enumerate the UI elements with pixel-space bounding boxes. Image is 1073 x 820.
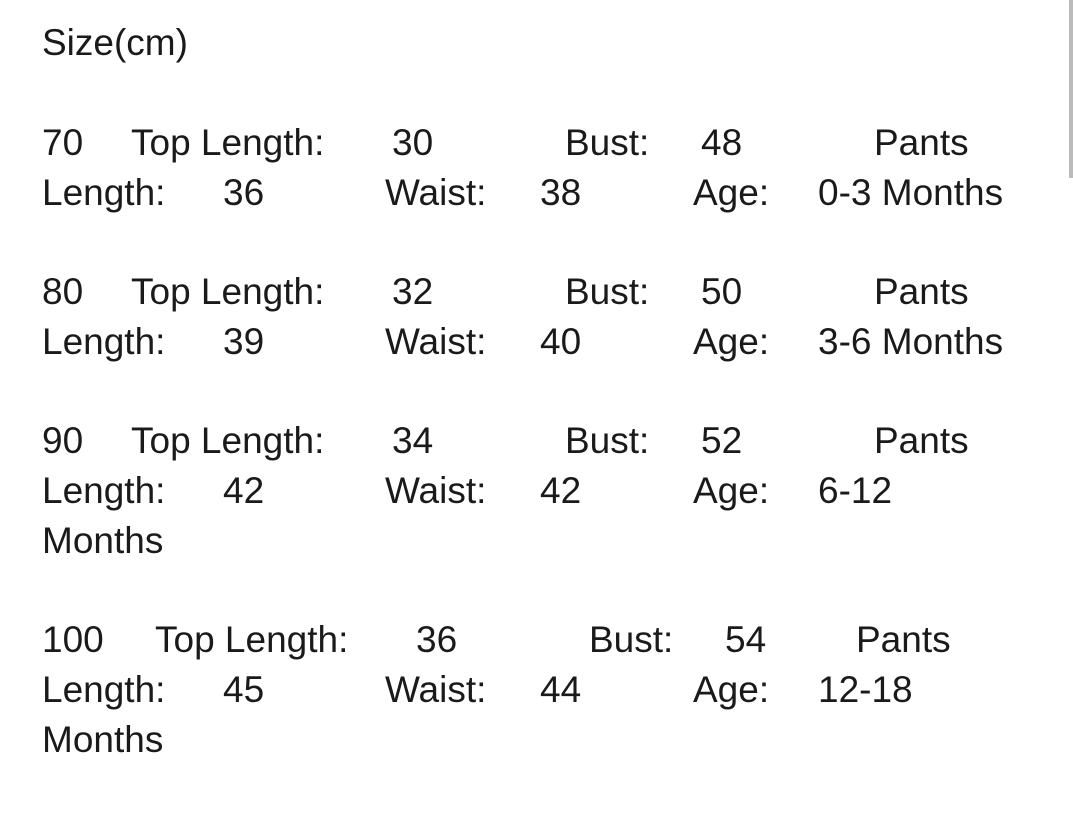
waist-value: 44 xyxy=(540,669,582,710)
age-label: Age: xyxy=(693,321,770,362)
waist-value: 42 xyxy=(540,470,582,511)
size-value: 90 xyxy=(42,420,84,461)
top-length-value: 34 xyxy=(392,420,434,461)
age-value-cont: Months xyxy=(42,520,164,561)
top-length-value: 32 xyxy=(392,271,434,312)
top-length-label: Top Length: xyxy=(155,619,349,660)
pants-length-value: 36 xyxy=(223,172,265,213)
pants-length-label: Pants xyxy=(856,619,951,660)
bust-label: Bust: xyxy=(565,122,650,163)
pants-length-label: Pants xyxy=(874,271,969,312)
waist-label: Waist: xyxy=(385,470,487,511)
size-chart-title: Size(cm) xyxy=(42,22,188,63)
age-label: Age: xyxy=(693,172,770,213)
bust-label: Bust: xyxy=(565,271,650,312)
size-value: 100 xyxy=(42,619,104,660)
bust-value: 52 xyxy=(701,420,743,461)
pants-length-label: Pants xyxy=(874,122,969,163)
top-length-value: 36 xyxy=(416,619,458,660)
pants-length-label-cont: Length: xyxy=(42,172,166,213)
waist-label: Waist: xyxy=(385,669,487,710)
waist-value: 38 xyxy=(540,172,582,213)
bust-label: Bust: xyxy=(589,619,674,660)
bust-value: 54 xyxy=(725,619,767,660)
scrollbar[interactable] xyxy=(1069,0,1073,178)
bust-value: 48 xyxy=(701,122,743,163)
top-length-value: 30 xyxy=(392,122,434,163)
age-value: 3-6 Months xyxy=(818,321,1004,362)
size-value: 70 xyxy=(42,122,84,163)
pants-length-label-cont: Length: xyxy=(42,669,166,710)
pants-length-label-cont: Length: xyxy=(42,470,166,511)
size-value: 80 xyxy=(42,271,84,312)
waist-label: Waist: xyxy=(385,172,487,213)
waist-label: Waist: xyxy=(385,321,487,362)
age-value: 6-12 xyxy=(818,470,893,511)
pants-length-value: 39 xyxy=(223,321,265,362)
top-length-label: Top Length: xyxy=(131,271,325,312)
bust-label: Bust: xyxy=(565,420,650,461)
pants-length-label: Pants xyxy=(874,420,969,461)
pants-length-label-cont: Length: xyxy=(42,321,166,362)
waist-value: 40 xyxy=(540,321,582,362)
top-length-label: Top Length: xyxy=(131,122,325,163)
age-value-cont: Months xyxy=(42,719,164,760)
bust-value: 50 xyxy=(701,271,743,312)
age-label: Age: xyxy=(693,669,770,710)
age-value: 0-3 Months xyxy=(818,172,1004,213)
top-length-label: Top Length: xyxy=(131,420,325,461)
age-value: 12-18 xyxy=(818,669,913,710)
age-label: Age: xyxy=(693,470,770,511)
pants-length-value: 45 xyxy=(223,669,265,710)
pants-length-value: 42 xyxy=(223,470,265,511)
